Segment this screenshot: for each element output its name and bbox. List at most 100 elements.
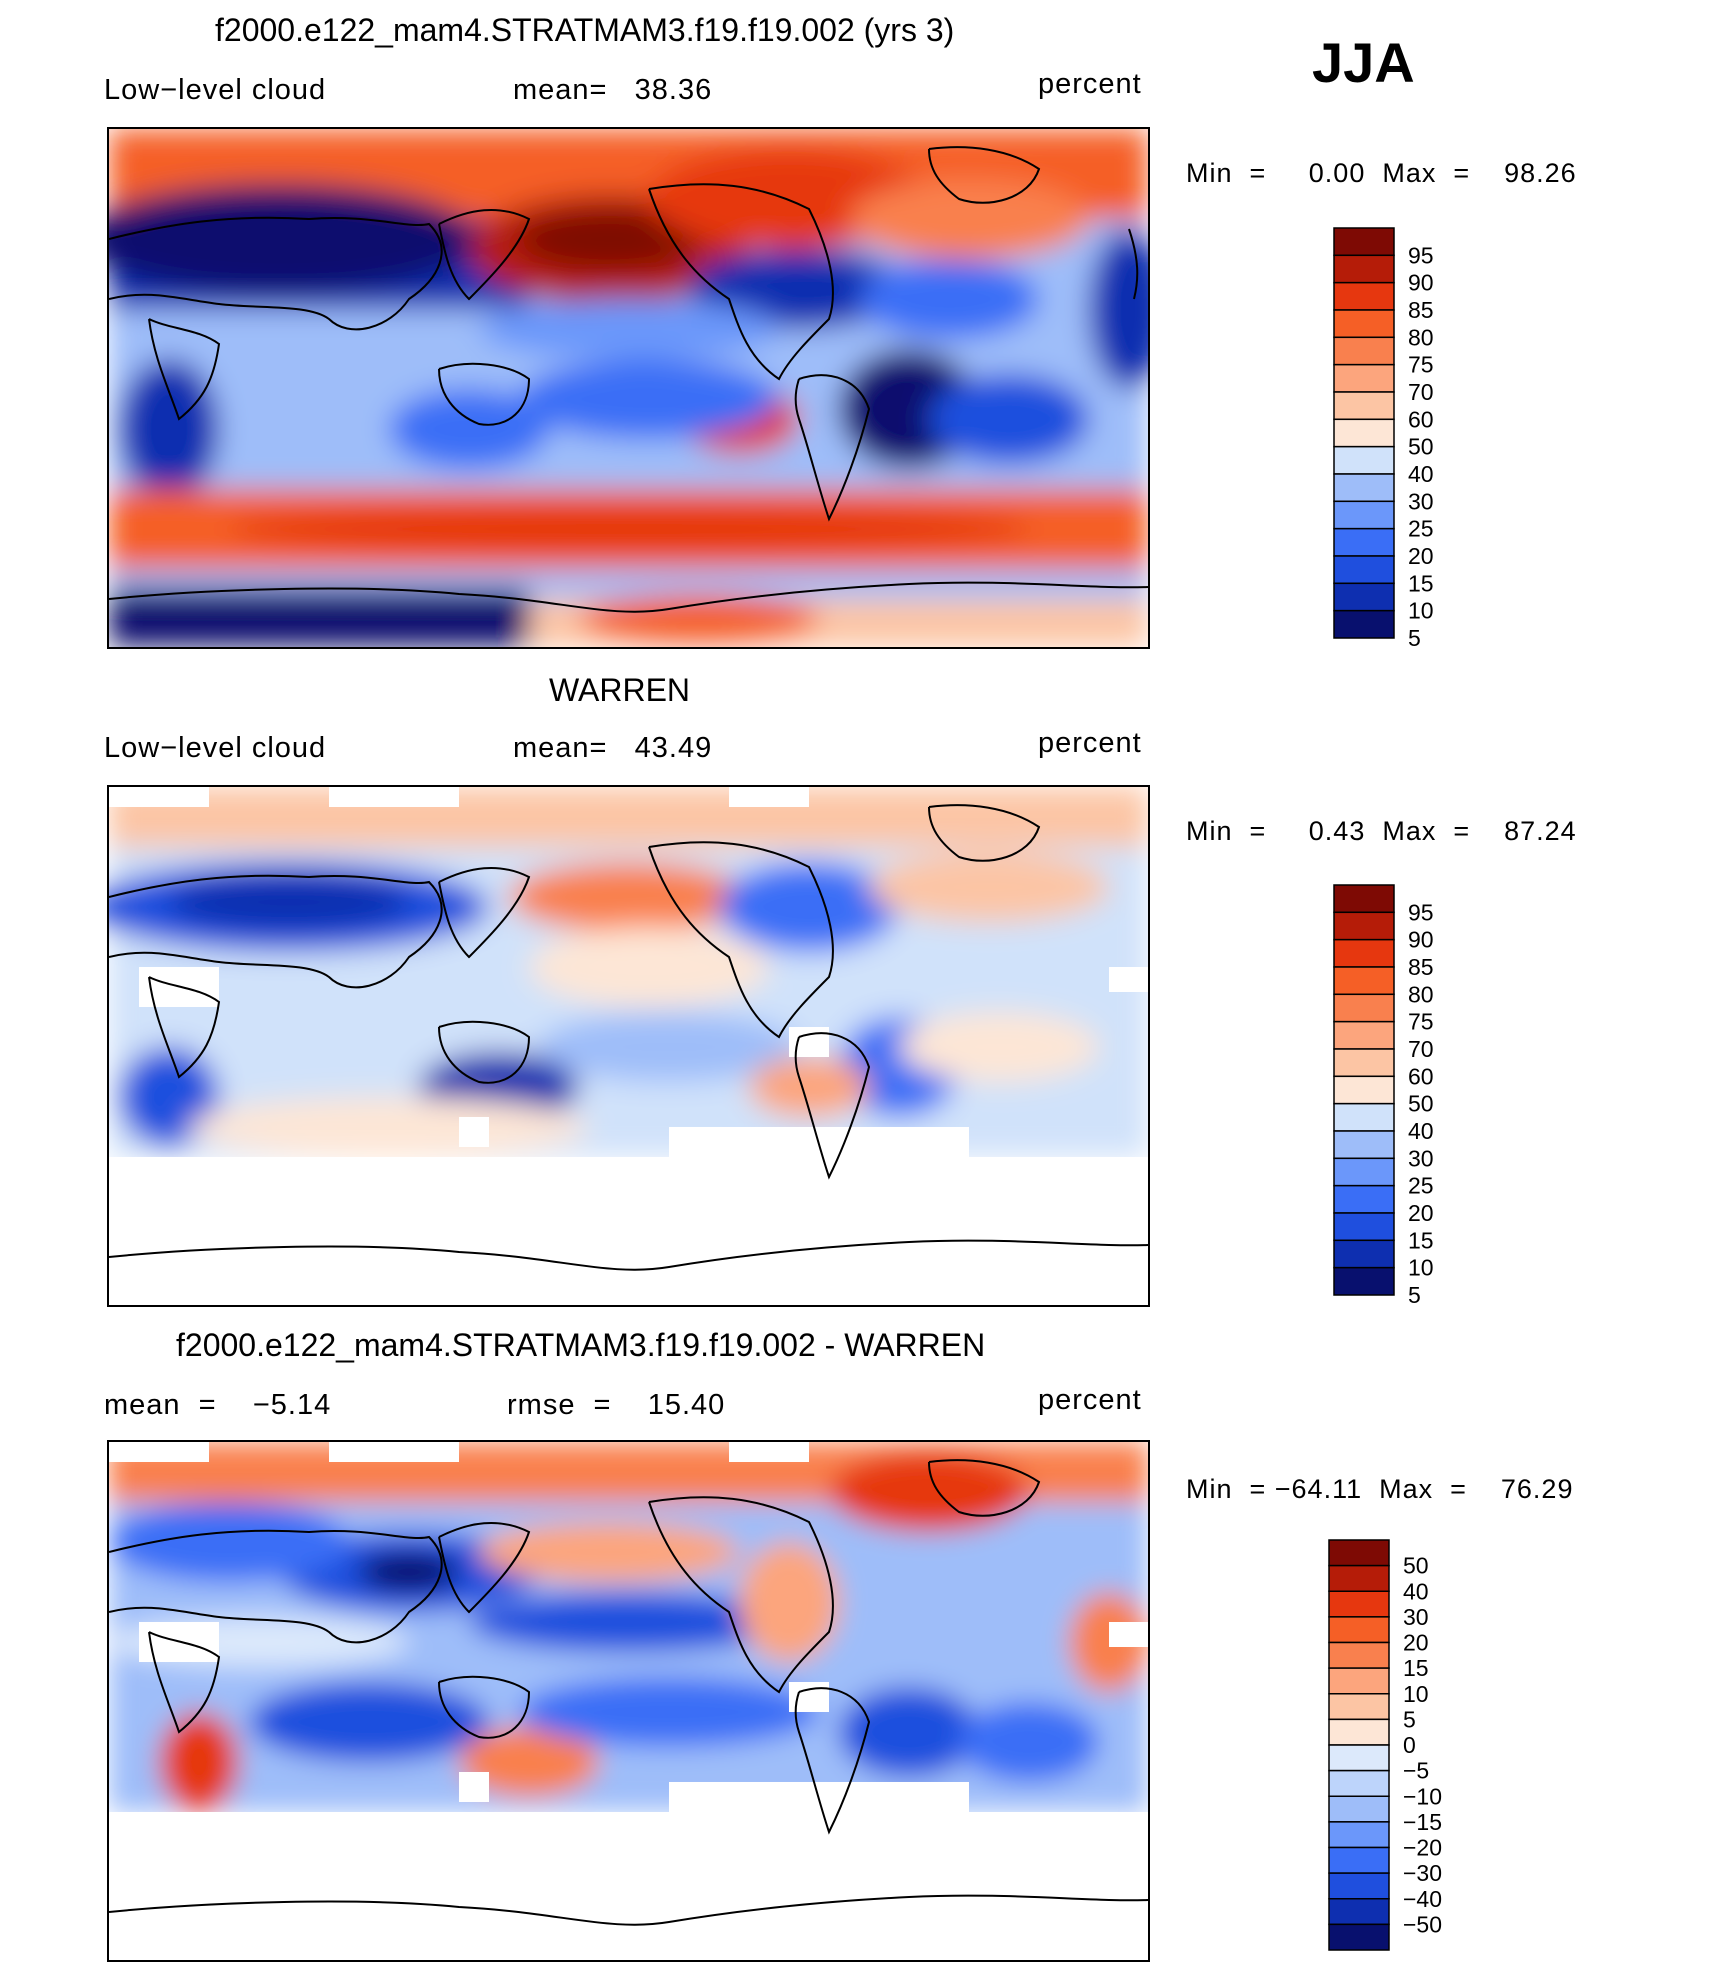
colorbar-swatch [1333, 582, 1395, 612]
panel3-units-label: percent [1038, 1384, 1142, 1416]
colorbar-label: 5 [1408, 1282, 1421, 1308]
panel2-minmax: Min = 0.43 Max = 87.24 [1186, 816, 1577, 846]
colorbar-label: 15 [1403, 1655, 1429, 1681]
colorbar-swatch [1333, 227, 1395, 257]
colorbar-swatch [1333, 555, 1395, 585]
colorbar-label: 50 [1408, 434, 1434, 460]
colorbar-label: 50 [1403, 1553, 1429, 1579]
colorbar-swatch [1333, 609, 1395, 639]
colorbar-label: 40 [1403, 1578, 1429, 1604]
colorbar-swatch [1328, 1667, 1390, 1695]
colorbar-swatch [1333, 1266, 1395, 1296]
colorbar-label: 40 [1408, 1118, 1434, 1144]
colorbar-label: 70 [1408, 1036, 1434, 1062]
colorbar-swatch [1333, 1239, 1395, 1269]
colorbar-swatch [1328, 1641, 1390, 1669]
panel1-map [107, 127, 1150, 649]
colorbar-swatch [1328, 1923, 1390, 1951]
colorbar-swatch [1328, 1539, 1390, 1567]
colorbar-swatch [1333, 938, 1395, 968]
colorbar-swatch [1333, 1184, 1395, 1214]
colorbar-label: 50 [1408, 1091, 1434, 1117]
colorbar-swatch [1333, 1075, 1395, 1105]
colorbar-swatch [1333, 1212, 1395, 1242]
colorbar-label: 20 [1403, 1630, 1429, 1656]
panel3-title: f2000.e122_mam4.STRATMAM3.f19.f19.002 - … [176, 1327, 986, 1363]
colorbar-label: 85 [1408, 297, 1434, 323]
colorbar-swatch [1328, 1898, 1390, 1926]
colorbar-label: 85 [1408, 954, 1434, 980]
colorbar-label: 80 [1408, 981, 1434, 1007]
colorbar-swatch [1328, 1616, 1390, 1644]
colorbar-label: 40 [1408, 461, 1434, 487]
colorbar-swatch [1333, 500, 1395, 530]
colorbar-label: 60 [1408, 406, 1434, 432]
colorbar-label: 5 [1403, 1706, 1416, 1732]
colorbar-swatch [1333, 1130, 1395, 1160]
panel1-variable-label: Low−level cloud [104, 74, 327, 106]
panel2-map [107, 785, 1150, 1307]
colorbar-label: 10 [1403, 1681, 1429, 1707]
colorbar-label: 10 [1408, 1255, 1434, 1281]
colorbar-swatch [1333, 473, 1395, 503]
colorbar-swatch [1333, 527, 1395, 557]
colorbar-swatch [1333, 445, 1395, 475]
colorbar-label: 90 [1408, 927, 1434, 953]
colorbar-label: 5 [1408, 625, 1421, 651]
season-label: JJA [1312, 31, 1415, 94]
colorbar-label: 10 [1408, 598, 1434, 624]
colorbar-swatch [1328, 1564, 1390, 1592]
panel1-colorbar: 95 90 85 80 75 70 60 50 40 30 25 20 15 10 5 [1333, 227, 1484, 651]
colorbar-swatch [1333, 391, 1395, 421]
colorbar-label: 95 [1408, 899, 1434, 925]
colorbar-swatch [1333, 281, 1395, 311]
panel1-mean-label: mean= 38.36 [513, 74, 713, 106]
colorbar-swatch [1328, 1769, 1390, 1797]
colorbar-swatch [1333, 254, 1395, 284]
panel3-map [107, 1440, 1150, 1962]
colorbar-swatch [1328, 1872, 1390, 1900]
colorbar-swatch [1333, 911, 1395, 941]
colorbar-label: 25 [1408, 516, 1434, 542]
colorbar-label: −15 [1403, 1809, 1442, 1835]
colorbar-swatch [1328, 1846, 1390, 1874]
colorbar-label: −5 [1403, 1758, 1429, 1784]
colorbar-label: 60 [1408, 1063, 1434, 1089]
panel1-minmax: Min = 0.00 Max = 98.26 [1186, 158, 1577, 188]
panel2-mean-label: mean= 43.49 [513, 732, 713, 764]
panel3-mean-label: mean = −5.14 [104, 1389, 332, 1421]
colorbar-label: 25 [1408, 1173, 1434, 1199]
colorbar-label: −40 [1403, 1886, 1442, 1912]
colorbar-swatch [1328, 1590, 1390, 1618]
colorbar-label: 30 [1408, 488, 1434, 514]
colorbar-label: −50 [1403, 1911, 1442, 1937]
colorbar-swatch [1333, 1157, 1395, 1187]
colorbar-label: 95 [1408, 242, 1434, 268]
colorbar-swatch [1333, 418, 1395, 448]
colorbar-swatch [1333, 993, 1395, 1023]
colorbar-swatch [1333, 336, 1395, 366]
panel1-units-label: percent [1038, 68, 1142, 100]
colorbar-swatch [1333, 309, 1395, 339]
colorbar-label: 15 [1408, 1227, 1434, 1253]
panel3-colorbar: 50 40 30 20 15 10 5 0 −5 −10 −15 −20 −30 −40 −50 [1328, 1539, 1479, 1952]
colorbar-label: 90 [1408, 270, 1434, 296]
colorbar-label: 75 [1408, 1009, 1434, 1035]
panel1-title: f2000.e122_mam4.STRATMAM3.f19.f19.002 (y… [215, 12, 955, 48]
panel2-units-label: percent [1038, 727, 1142, 759]
colorbar-label: 0 [1403, 1732, 1416, 1758]
colorbar-label: 80 [1408, 324, 1434, 350]
colorbar-swatch [1333, 884, 1395, 914]
colorbar-label: −10 [1403, 1783, 1442, 1809]
colorbar-label: −20 [1403, 1835, 1442, 1861]
colorbar-label: 20 [1408, 543, 1434, 569]
colorbar-swatch [1328, 1718, 1390, 1746]
colorbar-swatch [1333, 1048, 1395, 1078]
colorbar-label: 20 [1408, 1200, 1434, 1226]
colorbar-label: 30 [1403, 1604, 1429, 1630]
colorbar-swatch [1328, 1795, 1390, 1823]
colorbar-label: 15 [1408, 570, 1434, 596]
colorbar-label: 70 [1408, 379, 1434, 405]
colorbar-swatch [1333, 1020, 1395, 1050]
colorbar-label: 30 [1408, 1145, 1434, 1171]
